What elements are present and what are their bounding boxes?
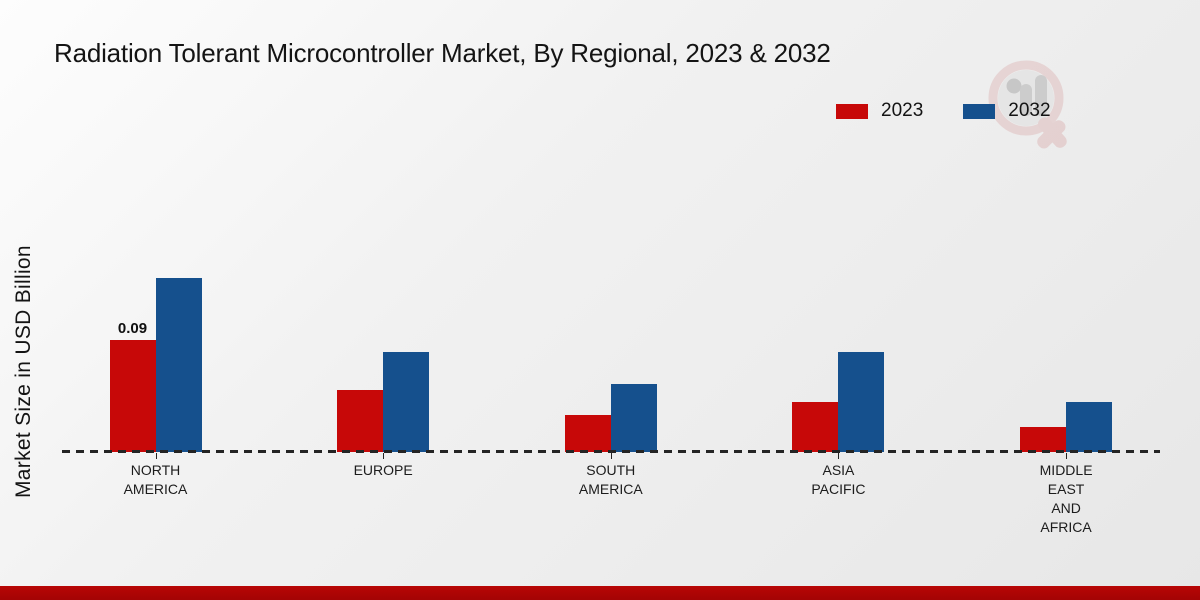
bar-2023-south-america bbox=[564, 415, 611, 452]
category-label-middle-east-and-africa: MIDDLE EAST AND AFRICA bbox=[1039, 462, 1093, 535]
x-axis-tick-south-america bbox=[610, 453, 612, 459]
bar-2023-north-america bbox=[109, 340, 156, 452]
bar-2032-asia-pacific bbox=[838, 352, 885, 452]
x-axis-tick-middle-east-and-africa bbox=[1066, 453, 1068, 459]
bar-2032-europe bbox=[383, 352, 430, 452]
bar-2023-asia-pacific bbox=[792, 402, 839, 452]
legend-item-2023: 2023 bbox=[836, 100, 923, 122]
x-axis-tick-asia-pacific bbox=[838, 453, 840, 459]
bar-2032-south-america bbox=[610, 384, 657, 452]
x-axis-tick-europe bbox=[383, 453, 385, 459]
legend-swatch-2023 bbox=[836, 103, 868, 119]
legend-swatch-2032 bbox=[963, 103, 996, 119]
legend-item-2032: 2032 bbox=[963, 100, 1051, 122]
category-label-europe: EUROPE bbox=[353, 462, 413, 478]
bar-2023-middle-east-and-africa bbox=[1020, 427, 1067, 452]
legend-label-2023: 2023 bbox=[881, 100, 924, 121]
x-axis-tick-north-america bbox=[155, 453, 157, 459]
bar-2023-europe bbox=[337, 390, 384, 452]
bar-2032-north-america bbox=[155, 278, 202, 452]
footer-accent-bar bbox=[0, 586, 1200, 600]
category-label-south-america: SOUTH AMERICA bbox=[578, 462, 643, 497]
legend: 2023 2032 bbox=[836, 100, 1051, 122]
legend-label-2032: 2032 bbox=[1008, 100, 1051, 121]
bar-value-label-2023-north-america: 0.09 bbox=[117, 320, 148, 337]
x-axis-baseline bbox=[62, 450, 1160, 453]
category-label-asia-pacific: ASIA PACIFIC bbox=[811, 462, 866, 497]
brand-logo-watermark-icon bbox=[988, 60, 1067, 149]
page-title: Radiation Tolerant Microcontroller Marke… bbox=[54, 38, 831, 68]
category-label-north-america: NORTH AMERICA bbox=[123, 462, 188, 497]
bar-2032-middle-east-and-africa bbox=[1066, 402, 1113, 452]
